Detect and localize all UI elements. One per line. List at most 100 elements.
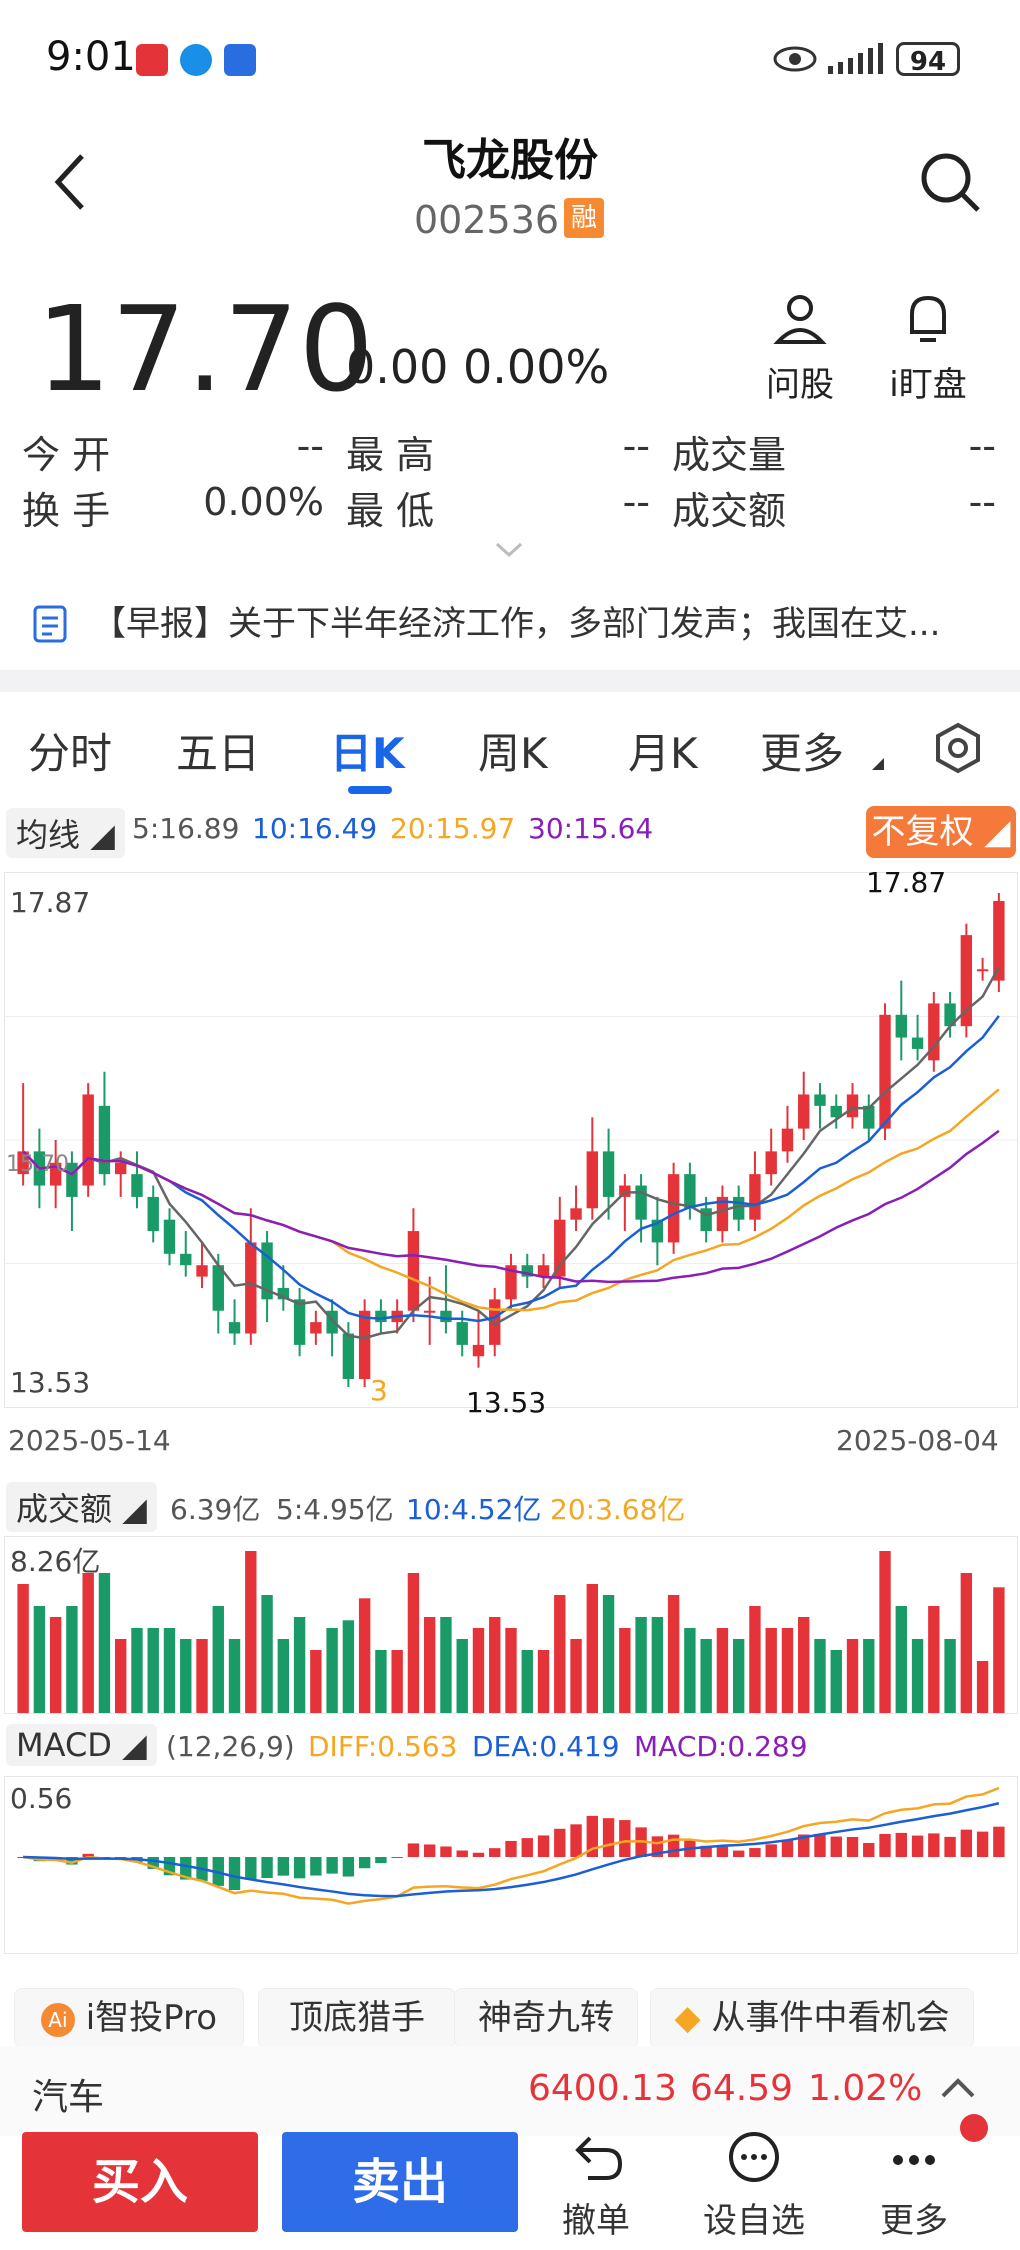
sell-button[interactable]: 卖出 [282,2132,518,2232]
macd-bar [440,1846,452,1857]
adjustment-button[interactable]: 不复权 ◢ [866,806,1016,858]
high-label: 最 高 [346,433,435,477]
macd-bar [960,1829,973,1857]
tab-1[interactable]: 五日 [176,729,261,778]
volume-bar [732,1639,745,1713]
dea-line [23,1802,1000,1898]
candle-body [749,1174,761,1220]
current-price: 17.70 [36,280,374,418]
macd-bar [521,1838,533,1857]
macd-bar [830,1836,842,1857]
volume-bar [49,1617,62,1713]
candle-body [180,1253,192,1266]
macd-bar [554,1828,566,1857]
candle-body [781,1128,794,1152]
feature-events[interactable]: ◆ 从事件中看机会 [650,1988,974,2048]
ma30-value: 30:15.64 [528,812,654,845]
candle-body [684,1174,696,1209]
low-value: -- [622,480,650,524]
candle-body [17,1151,29,1175]
news-headline[interactable]: 【早报】关于下半年经济工作，多部门发声；我国在艾... [92,604,941,644]
diff-line [22,1786,1000,1905]
tab-0[interactable]: 分时 [28,729,113,778]
ask-stock-button[interactable]: 问股 [750,288,850,406]
ma10-value: 10:16.49 [252,812,378,845]
sector-index: 6400.13 [528,2068,677,2109]
candle-body [375,1310,387,1323]
status-bar: 9:01 94 [0,0,1020,120]
macd-bar [619,1820,631,1857]
candle-body [830,1105,842,1118]
search-icon[interactable] [918,150,982,214]
settings-icon[interactable] [934,722,982,774]
margin-badge: 融 [564,198,604,238]
candle-body [326,1310,338,1334]
kline-chart-frame[interactable] [4,872,1018,1408]
candle-body [814,1094,826,1106]
watch-button[interactable]: i盯盘 [878,288,978,406]
back-icon[interactable] [50,150,90,214]
volume-bar [472,1628,485,1713]
volume-bar [521,1650,533,1713]
volume-bar [554,1595,566,1713]
volume-chart-frame[interactable] [4,1536,1018,1714]
macd-bar [602,1818,615,1857]
candle-body [310,1322,322,1334]
more-label: 更多 [880,2201,948,2241]
add-favorite-button[interactable]: 设自选 [694,2130,814,2242]
start-date-label: 2025-05-14 [8,1424,171,1457]
macd-bar [944,1836,956,1857]
candle-body [277,1287,290,1300]
tab-5[interactable]: 更多 [760,729,845,778]
candle-body [407,1231,420,1311]
signal-icon [828,43,883,74]
feature-izhitou-label: i智投Pro [85,1998,218,2038]
volume-bar [277,1639,290,1713]
volume-bar [830,1650,842,1713]
undo-icon [575,2136,623,2180]
tab-2[interactable]: 日K [330,729,405,778]
macd-bar [537,1835,550,1857]
chevron-up-icon[interactable] [940,2076,976,2100]
sector-name: 汽车 [32,2077,105,2118]
volume-selector[interactable]: 成交额 ◢ [6,1482,157,1532]
stock-name: 飞龙股份 [422,135,598,186]
macd-bar [423,1844,436,1857]
macd-bar [651,1836,664,1857]
ma-selector[interactable]: 均线 ◢ [6,808,125,858]
ma30-line [22,1129,1000,1284]
watch-label: i盯盘 [889,365,967,405]
volume-bar [993,1587,1005,1713]
macd-selector[interactable]: MACD ◢ [6,1724,157,1766]
sector-strip[interactable]: 汽车 6400.13 64.59 1.02% [0,2046,1020,2136]
macd-bar [228,1857,241,1891]
macd-params: (12,26,9) [166,1730,295,1763]
volume-bar [147,1628,159,1713]
volume-bar [619,1628,631,1713]
candle-body [765,1151,777,1175]
ma10-line [22,1015,1000,1323]
volume-bar [765,1628,777,1713]
volume-bar [342,1620,355,1713]
feature-top-bottom[interactable]: 顶底猎手 [258,1988,456,2048]
more-button[interactable]: 更多 [854,2130,974,2242]
candle-body [700,1208,712,1232]
candle-body [358,1310,371,1380]
volume-bar [196,1639,208,1713]
candle-body [863,1105,875,1129]
volume-bar [326,1628,338,1713]
buy-button[interactable]: 买入 [22,2132,258,2232]
candle-body [440,1310,452,1323]
candle-body [554,1219,566,1277]
feature-nine-turns[interactable]: 神奇九转 [454,1988,638,2048]
kline-max-marker: 17.87 [866,866,947,899]
cancel-order-button[interactable]: 撤单 [536,2130,656,2242]
tab-3[interactable]: 周K [478,729,548,778]
macd-bar [928,1833,940,1857]
feature-top-bottom-label: 顶底猎手 [289,1998,425,2038]
expand-chevron-icon[interactable] [494,540,524,560]
candle-body [993,900,1005,981]
macd-chart-frame[interactable] [4,1776,1018,1954]
tab-4[interactable]: 月K [628,729,698,778]
feature-izhitou[interactable]: Ai i智投Pro [14,1988,244,2048]
